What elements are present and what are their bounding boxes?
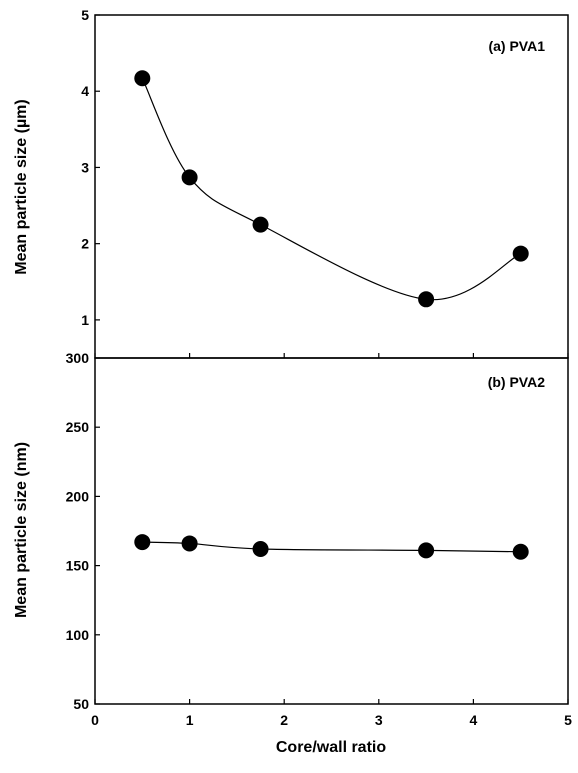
panel-b-label: (b) PVA2 (488, 374, 546, 390)
panel-b-y-tick-label: 50 (73, 696, 89, 712)
panel-b-x-tick-label: 4 (470, 712, 478, 728)
panel-a-data-point (252, 216, 269, 233)
panel-b-data-point (418, 542, 435, 559)
panel-a: (a) PVA1 Mean particle size (µm) 1 2 3 4 5 (13, 7, 569, 359)
panel-b-y-tick-label: 150 (66, 558, 90, 574)
panel-a-data-point (512, 245, 529, 262)
panel-a-series-line (141, 78, 521, 301)
panel-b-y-tick-label: 100 (66, 627, 90, 643)
panel-b-x-tick-label: 1 (186, 712, 194, 728)
panel-a-data-point (181, 169, 198, 186)
panel-b-x-tick-label: 0 (91, 712, 99, 728)
panel-b-x-tick-label: 2 (280, 712, 288, 728)
panel-a-y-axis-title: Mean particle size (µm) (13, 99, 30, 275)
panel-b-data-point (252, 540, 269, 557)
panel-a-plot-frame (94, 14, 569, 359)
panel-b-y-axis-title: Mean particle size (nm) (13, 442, 30, 618)
panel-a-y-tick-label: 4 (81, 83, 89, 99)
panel-b-data-point (512, 543, 529, 560)
panel-b-x-tick-label: 5 (564, 712, 572, 728)
panel-b-y-tick-label: 250 (66, 419, 90, 435)
panel-b-y-tick-label: 300 (66, 350, 90, 366)
panel-a-y-tick-label: 2 (81, 236, 89, 252)
panel-b-y-tick-label: 200 (66, 488, 90, 504)
panel-b-data-point (134, 534, 151, 551)
panel-a-data-point (134, 70, 151, 87)
panel-a-y-tick-label: 3 (81, 159, 89, 175)
panel-b-x-tick-label: 3 (375, 712, 383, 728)
panel-b-series-line (142, 541, 521, 553)
x-axis-title: Core/wall ratio (276, 739, 386, 756)
panel-a-y-tick-label: 1 (81, 312, 89, 328)
panel-a-label: (a) PVA1 (488, 38, 545, 54)
panel-a-y-tick-label: 5 (81, 7, 89, 23)
panel-b-plot-frame (94, 357, 569, 705)
panel-a-data-point (418, 291, 435, 308)
panel-b-data-point (181, 535, 198, 552)
panel-b: (b) PVA2 Mean particle size (nm) 5010015… (13, 350, 572, 728)
